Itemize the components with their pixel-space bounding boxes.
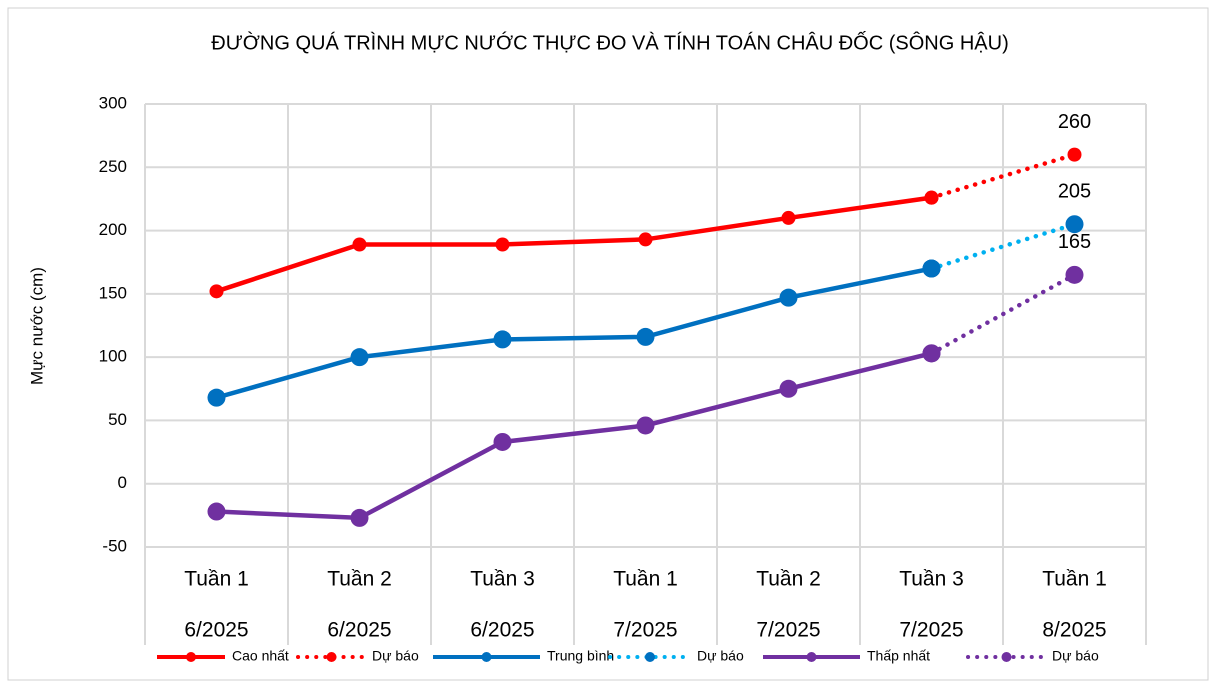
x-tick-label: 8/2025	[1042, 619, 1106, 642]
legend-marker	[326, 652, 337, 662]
series-line	[929, 221, 1077, 271]
point	[350, 348, 369, 367]
y-axis-label: Mực nước (cm)	[27, 267, 46, 385]
legend-marker	[186, 652, 196, 662]
y-tick-label: 300	[99, 93, 127, 112]
point	[1067, 147, 1082, 162]
x-tick-label: Tuần 3	[899, 568, 964, 591]
point	[350, 508, 369, 527]
point	[638, 232, 653, 247]
point	[495, 237, 510, 252]
point	[207, 388, 226, 407]
y-tick-label: 150	[99, 283, 127, 302]
point	[924, 190, 939, 205]
y-tick-label: 200	[99, 220, 127, 239]
point	[1065, 215, 1084, 234]
point	[493, 330, 512, 349]
legend-label: Trung bình	[547, 648, 614, 664]
legend-label: Dự báo	[1052, 648, 1099, 664]
legend-marker	[1001, 652, 1012, 662]
y-tick-label: -50	[102, 536, 127, 555]
point	[1065, 265, 1084, 284]
x-tick-label: Tuần 1	[1042, 568, 1107, 591]
point	[779, 288, 798, 307]
data-label: 260	[1058, 111, 1091, 133]
y-tick-label: 0	[118, 473, 127, 492]
series-line	[215, 266, 932, 400]
series-line	[929, 272, 1077, 356]
data-label: 205	[1058, 181, 1091, 203]
point	[779, 379, 798, 398]
y-tick-label: 50	[108, 410, 127, 429]
point	[781, 210, 796, 225]
series-line	[929, 152, 1077, 200]
x-tick-label: Tuần 1	[613, 568, 678, 591]
x-tick-label: 6/2025	[184, 619, 248, 642]
x-tick-label: Tuần 3	[470, 568, 535, 591]
y-tick-label: 250	[99, 157, 127, 176]
legend-marker	[806, 652, 817, 662]
point	[922, 259, 941, 278]
legend-label: Thấp nhất	[867, 648, 930, 664]
series-line	[216, 351, 933, 521]
legend-marker	[645, 652, 655, 662]
x-tick-label: Tuần 2	[327, 568, 392, 591]
point	[209, 284, 224, 299]
point	[636, 327, 655, 346]
chart-title: ĐƯỜNG QUÁ TRÌNH MỰC NƯỚC THỰC ĐO VÀ TÍNH…	[211, 30, 1008, 54]
point	[636, 416, 655, 435]
y-tick-label: 100	[99, 347, 127, 366]
x-tick-label: 7/2025	[756, 619, 820, 642]
chart-frame	[7, 7, 1209, 681]
point	[207, 502, 226, 521]
series-line	[215, 195, 932, 294]
point	[493, 432, 512, 451]
legend-label: Dự báo	[697, 648, 744, 664]
point	[922, 344, 941, 363]
x-tick-label: Tuần 2	[756, 568, 821, 591]
legend-label: Cao nhất	[232, 648, 289, 664]
point	[352, 237, 367, 252]
legend-label: Dự báo	[372, 648, 419, 664]
x-tick-label: 6/2025	[327, 619, 391, 642]
data-label: 165	[1058, 231, 1091, 253]
x-tick-label: 7/2025	[613, 619, 677, 642]
x-tick-label: Tuần 1	[184, 568, 249, 591]
legend-marker	[481, 652, 492, 662]
x-tick-label: 6/2025	[470, 619, 534, 642]
x-tick-label: 7/2025	[899, 619, 963, 642]
